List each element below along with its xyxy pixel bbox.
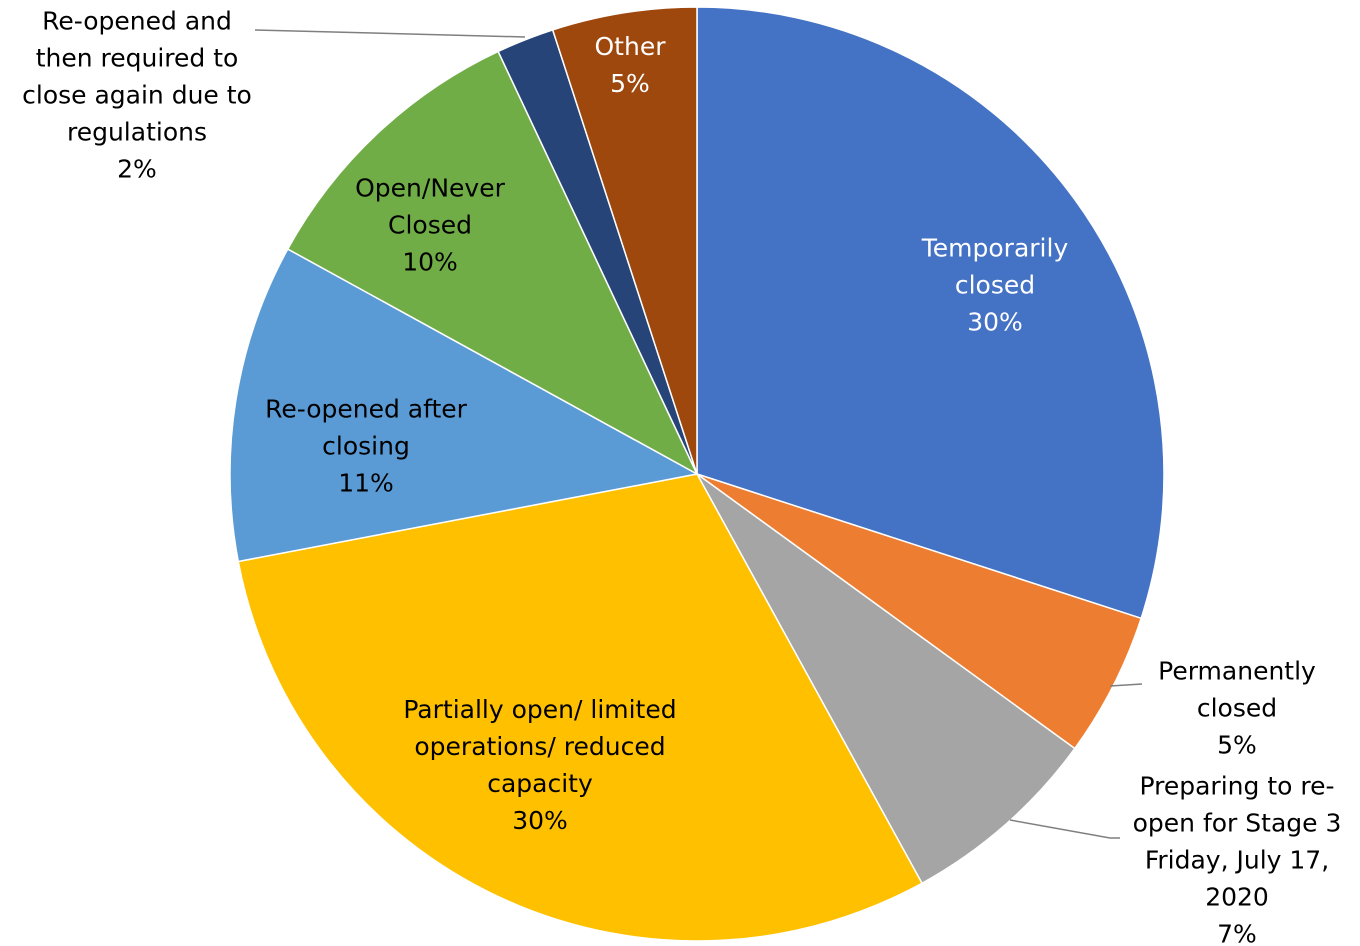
category-label: Temporarily closed xyxy=(921,233,1069,300)
category-label: Re-opened and then required to close aga… xyxy=(22,6,252,147)
value-label: 30% xyxy=(967,307,1023,337)
category-label: Other xyxy=(594,32,666,61)
slice-label: Other 5% xyxy=(580,28,680,102)
slice-label: Temporarily closed 30% xyxy=(895,230,1095,341)
slice-label: Open/Never Closed 10% xyxy=(345,170,515,281)
slice-label: Preparing to re-open for Stage 3 Friday,… xyxy=(1112,768,1360,946)
leader-line xyxy=(1009,819,1120,839)
value-label: 5% xyxy=(1217,730,1257,760)
value-label: 11% xyxy=(338,468,394,498)
slice-label: Re-opened after closing 11% xyxy=(236,391,496,502)
pie-slice xyxy=(551,6,698,475)
category-label: Open/Never Closed xyxy=(355,173,505,240)
category-label: Partially open/ limited operations/ redu… xyxy=(403,695,677,798)
slice-label: Permanently closed 5% xyxy=(1137,653,1337,764)
leader-line xyxy=(1109,683,1143,687)
category-label: Preparing to re-open for Stage 3 Friday,… xyxy=(1132,771,1342,912)
pie-slice xyxy=(237,473,923,942)
slice-label: Partially open/ limited operations/ redu… xyxy=(395,691,685,839)
value-label: 5% xyxy=(610,69,650,98)
pie-slice xyxy=(696,6,1165,620)
pie-slice xyxy=(286,50,699,476)
category-label: Permanently closed xyxy=(1158,656,1316,723)
pie-slice xyxy=(229,248,700,563)
value-label: 2% xyxy=(117,154,157,184)
value-label: 10% xyxy=(402,247,458,277)
value-label: 7% xyxy=(1217,919,1257,946)
pie-slice xyxy=(696,473,1076,885)
slice-label: Re-opened and then required to close aga… xyxy=(12,3,262,188)
value-label: 30% xyxy=(512,806,568,835)
leader-line xyxy=(254,29,526,38)
category-label: Re-opened after closing xyxy=(265,394,467,461)
